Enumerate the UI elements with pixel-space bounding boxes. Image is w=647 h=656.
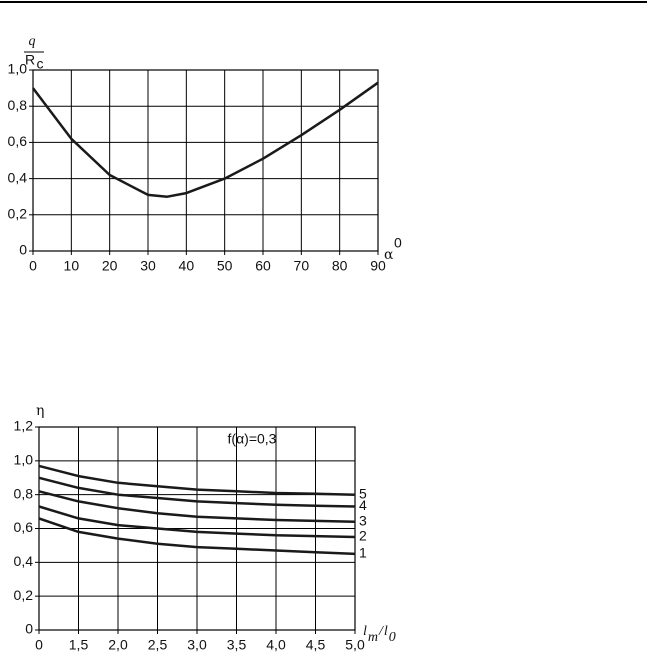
- x-tick-label: 1,5: [69, 637, 89, 653]
- x-tick-label: 4,0: [266, 637, 286, 653]
- y-tick-label: 0: [19, 242, 27, 258]
- series-label: 5: [359, 485, 367, 501]
- y-tick-label: 0,8: [8, 97, 28, 113]
- x-tick-label: 80: [332, 258, 348, 274]
- y-label: η: [36, 403, 44, 419]
- series-label: 3: [359, 512, 367, 528]
- x-tick-label: 3,0: [187, 637, 207, 653]
- annotation: f(α)=0,3: [228, 431, 277, 447]
- x-tick-label: 4,5: [306, 637, 326, 653]
- y-label-subscript: c: [37, 56, 44, 72]
- y-tick-label: 0,6: [14, 519, 34, 535]
- curve: [38, 517, 356, 556]
- x-tick-label: 20: [102, 258, 118, 274]
- x-label-part: /: [378, 624, 384, 639]
- x-tick-label: 5,0: [345, 637, 365, 653]
- y-tick-label: 0: [25, 621, 33, 637]
- x-tick-label: 30: [140, 258, 156, 274]
- x-tick-label: 10: [64, 258, 80, 274]
- curve: [38, 476, 356, 508]
- plot-frame: [32, 69, 379, 252]
- x-tick-label: 0: [29, 258, 37, 274]
- y-tick-label: 0,2: [14, 587, 34, 603]
- curve: [38, 490, 356, 523]
- series-label: 1: [359, 545, 367, 561]
- series-label: 2: [359, 528, 367, 544]
- y-tick-label: 1,2: [14, 418, 34, 434]
- x-tick-label: 90: [370, 258, 386, 274]
- x-label-superscript: 0: [394, 235, 402, 251]
- x-tick-label: 0: [35, 637, 43, 653]
- curve: [38, 464, 356, 496]
- y-tick-label: 0,4: [8, 169, 28, 185]
- x-tick-label: 50: [217, 258, 233, 274]
- y-label-numerator: q: [29, 34, 36, 49]
- x-label-part: l: [363, 624, 367, 639]
- x-label: α: [384, 247, 394, 263]
- x-tick-label: 40: [179, 258, 195, 274]
- y-tick-label: 0,8: [14, 485, 34, 501]
- x-tick-label: 70: [294, 258, 310, 274]
- curve: [32, 81, 379, 198]
- y-tick-label: 0,6: [8, 133, 28, 149]
- x-label-part: 0: [389, 630, 396, 645]
- x-tick-label: 3,5: [227, 637, 247, 653]
- curve: [38, 505, 356, 539]
- x-tick-label: 2,0: [108, 637, 128, 653]
- y-tick-label: 1,0: [14, 452, 34, 468]
- y-tick-label: 0,2: [8, 206, 28, 222]
- y-tick-label: 1,0: [8, 61, 28, 77]
- y-tick-label: 0,4: [14, 553, 34, 569]
- x-tick-label: 2,5: [148, 637, 168, 653]
- plot-frame: [38, 426, 356, 631]
- y-label-denominator: R: [25, 52, 35, 68]
- x-label-part: m: [368, 630, 378, 645]
- series-label: 4: [359, 497, 367, 513]
- x-tick-label: 60: [255, 258, 271, 274]
- x-label-part: l: [384, 624, 388, 639]
